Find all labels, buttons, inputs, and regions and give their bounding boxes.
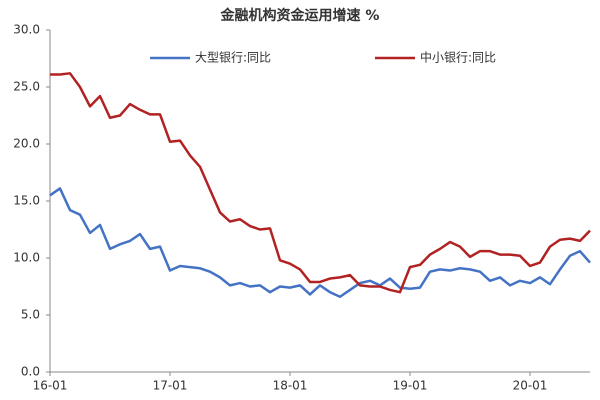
legend-label: 中小银行:同比	[420, 50, 496, 65]
y-tick-label: 30.0	[13, 23, 40, 37]
series-line	[49, 187, 591, 299]
chart-title: 金融机构资金运用增速 %	[220, 7, 380, 24]
series-line	[50, 72, 591, 294]
y-tick-label: 0.0	[21, 365, 40, 379]
x-tick-label: 16-01	[33, 379, 68, 393]
y-tick-label: 10.0	[13, 251, 40, 265]
x-tick-label: 19-01	[393, 379, 428, 393]
y-tick-label: 15.0	[13, 194, 40, 208]
x-tick-label: 20-01	[513, 379, 548, 393]
legend-label: 大型银行:同比	[195, 51, 271, 65]
x-tick-label: 18-01	[273, 379, 308, 393]
x-tick-label: 17-01	[153, 379, 188, 393]
y-tick-label: 20.0	[13, 137, 40, 151]
y-tick-label: 5.0	[21, 308, 40, 322]
y-tick-label: 25.0	[13, 80, 40, 94]
